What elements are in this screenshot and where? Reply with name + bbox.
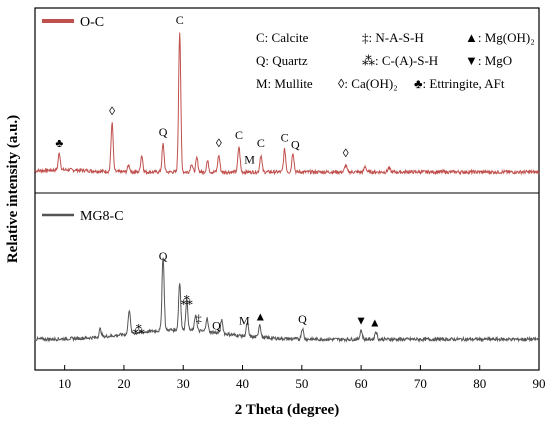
peak-annotation: ♣ bbox=[55, 136, 63, 150]
legend-entry: C: Calcite bbox=[256, 30, 309, 45]
peak-annotation: Q bbox=[159, 249, 168, 263]
peak-annotations: ♣◊QC◊CMC C Q◊⁂Q⁂‡ Q M ▲ Q ▼ ▲ bbox=[55, 13, 380, 336]
x-axis-ticks: 10 20 30 40 50 60 70 80 90 bbox=[58, 365, 546, 391]
x-tick-label: 60 bbox=[355, 376, 368, 391]
legend-entry: ▼: MgO bbox=[465, 53, 512, 68]
series-label-o-c: O-C bbox=[80, 15, 104, 30]
phase-legend: C: Calcite ‡: N-A-S-H ▲: Mg(OH)₂ Q: Quar… bbox=[256, 30, 535, 91]
x-tick-label: 90 bbox=[533, 376, 546, 391]
peak-annotation: C bbox=[257, 136, 265, 150]
series-line-mg8-c bbox=[34, 257, 540, 343]
peak-annotation: M bbox=[244, 153, 255, 167]
legend-entry: ‡: N-A-S-H bbox=[362, 30, 424, 45]
peak-annotation: ⁂ bbox=[133, 322, 145, 336]
legend-entry: ⁂: C-(A)-S-H bbox=[362, 53, 438, 68]
x-tick-label: 70 bbox=[414, 376, 427, 391]
series-label-mg8-c: MG8-C bbox=[80, 209, 124, 224]
x-tick-label: 30 bbox=[177, 376, 190, 391]
peak-annotation: ▲ bbox=[254, 310, 266, 324]
peak-annotation: Q bbox=[291, 137, 300, 151]
peak-annotation: ◊ bbox=[216, 136, 222, 150]
x-axis-title: 2 Theta (degree) bbox=[235, 402, 339, 418]
y-axis-title: Relative intensity (a.u.) bbox=[5, 115, 21, 263]
x-tick-label: 40 bbox=[236, 376, 249, 391]
peak-annotation: C bbox=[235, 128, 243, 142]
peak-annotation: Q bbox=[212, 319, 221, 333]
peak-annotation: Q bbox=[298, 312, 307, 326]
peak-annotation: Q bbox=[159, 125, 168, 139]
x-tick-label: 10 bbox=[58, 376, 71, 391]
legend-entry: ▲: Mg(OH)₂ bbox=[465, 30, 535, 45]
peak-annotation: M bbox=[239, 314, 250, 328]
peak-annotation: ⁂ bbox=[181, 293, 193, 307]
peak-annotation: C bbox=[176, 13, 184, 27]
x-tick-label: 20 bbox=[117, 376, 130, 391]
legend-entry: ♣: Ettringite, AFt bbox=[414, 76, 505, 91]
peak-annotation: ‡ bbox=[196, 312, 202, 326]
peak-annotation: ▲ bbox=[369, 315, 381, 329]
peak-annotation: ▼ bbox=[355, 314, 367, 328]
plot-frame bbox=[34, 7, 540, 371]
x-tick-label: 50 bbox=[295, 376, 308, 391]
peak-annotation: ◊ bbox=[343, 146, 349, 160]
x-tick-label: 80 bbox=[473, 376, 486, 391]
legend-entry: ◊: Ca(OH)₂ bbox=[338, 76, 398, 91]
series-line-o-c bbox=[34, 32, 540, 176]
legend-entry: M: Mullite bbox=[256, 76, 313, 91]
peak-annotation: C bbox=[281, 131, 289, 145]
peak-annotation: ◊ bbox=[109, 104, 115, 118]
legend-entry: Q: Quartz bbox=[256, 53, 308, 68]
